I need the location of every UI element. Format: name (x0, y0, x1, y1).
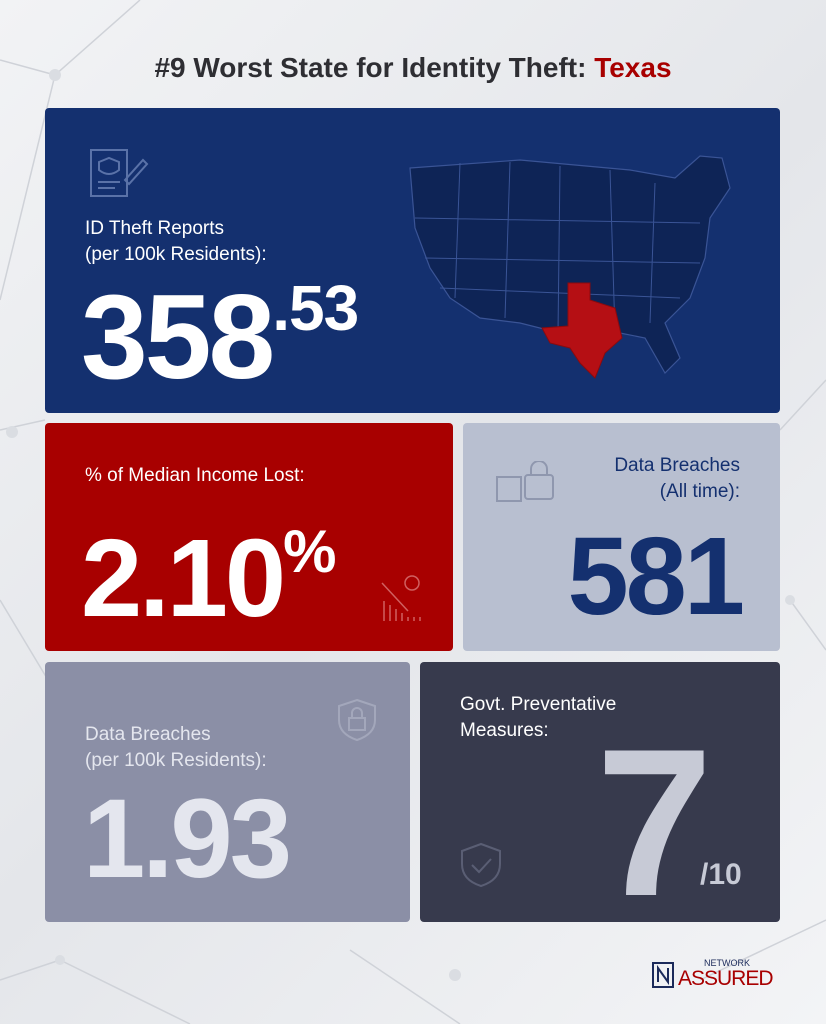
label-line: (per 100k Residents): (85, 244, 267, 265)
label-line: % of Median Income Lost: (85, 465, 305, 486)
icon-shield-lock (338, 698, 376, 742)
label-line: ID Theft Reports (85, 218, 225, 239)
label-line: (per 100k Residents): (85, 750, 267, 771)
value-main: 2.10 (81, 517, 286, 640)
label: % of Median Income Lost: (85, 463, 305, 489)
card-id-theft: ID Theft Reports (per 100k Residents): 35… (45, 108, 780, 413)
icon-shield-check (461, 842, 501, 888)
value: 7 (596, 705, 713, 922)
card-govt-measures: Govt. Preventative Measures: 7 /10 (420, 662, 780, 922)
value: 2.10% (81, 515, 336, 642)
label-line: Data Breaches (614, 455, 740, 476)
label-line: (All time): (659, 481, 740, 502)
label: Govt. Preventative Measures: (460, 692, 616, 744)
logo-bottom: ASSURED (678, 967, 774, 990)
value-main: 358 (81, 270, 275, 404)
us-map (409, 155, 731, 379)
value-decimal: .53 (272, 272, 359, 344)
value: 1.93 (83, 776, 292, 901)
icon-report (90, 149, 149, 197)
logo-mark (652, 962, 674, 988)
label-line: Data Breaches (85, 724, 211, 745)
label-line: Govt. Preventative (460, 694, 617, 715)
value: 581 (567, 515, 745, 638)
icon-decline (381, 575, 421, 621)
logo: NETWORK ASSURED (652, 958, 782, 992)
value-unit: % (283, 518, 337, 585)
label: Data Breaches (per 100k Residents): (85, 722, 267, 774)
title: #9 Worst State for Identity Theft: Texas (0, 52, 826, 84)
label-line: Measures: (460, 720, 549, 741)
label: ID Theft Reports (per 100k Residents): (85, 216, 267, 268)
label: Data Breaches (All time): (614, 453, 740, 505)
icon-lock-folder (496, 461, 554, 502)
logo-top: NETWORK (704, 958, 750, 968)
card-breaches-total: Data Breaches (All time): 581 (463, 423, 780, 651)
value-scale: /10 (700, 858, 742, 891)
card-breaches-per-capita: Data Breaches (per 100k Residents): 1.93 (45, 662, 410, 922)
title-text: #9 Worst State for Identity Theft: (154, 52, 595, 83)
title-highlight: Texas (594, 52, 672, 83)
card-income-lost: % of Median Income Lost: 2.10% (45, 423, 453, 651)
value: 358.53 (81, 268, 359, 406)
